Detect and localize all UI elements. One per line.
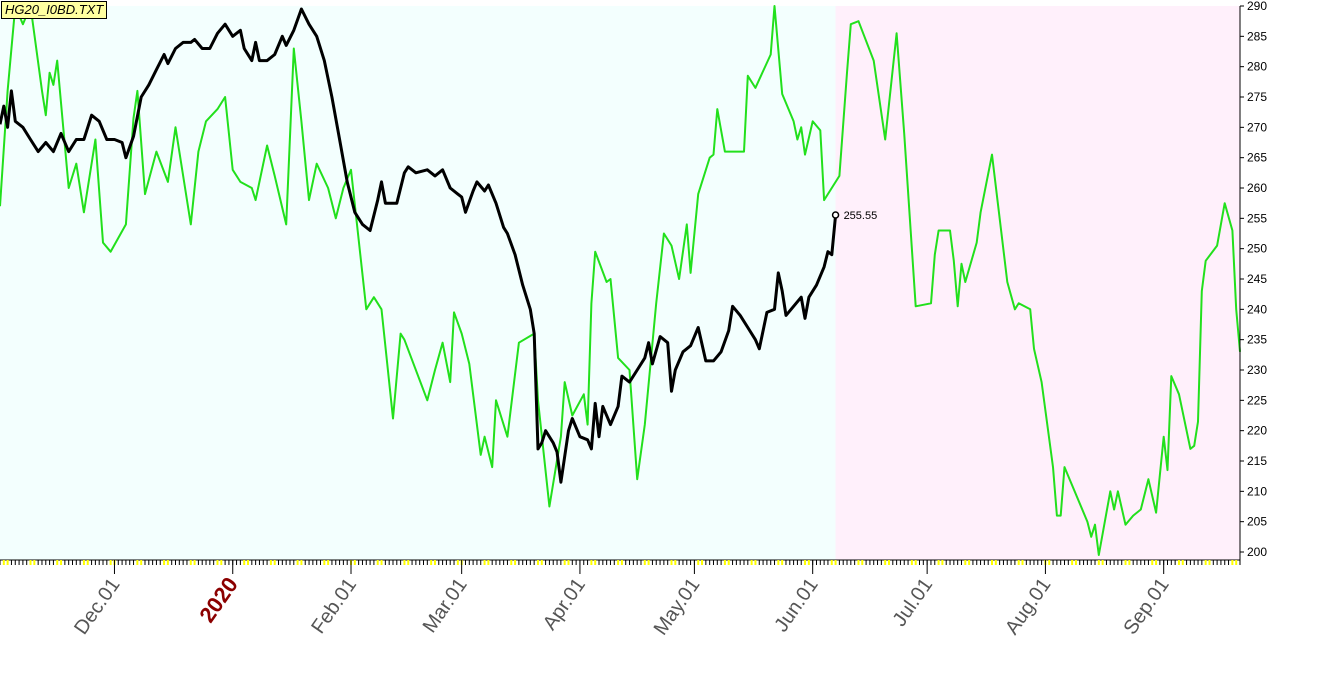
forecast-background [835, 6, 1240, 560]
month-label: Aug.01 [1001, 574, 1055, 639]
month-label: Dec.01 [70, 574, 124, 639]
month-label: May.01 [650, 574, 705, 639]
y-tick-label: 290 [1247, 0, 1267, 13]
y-tick-label: 245 [1247, 272, 1267, 286]
month-label: Jun.01 [770, 574, 822, 636]
y-tick-label: 240 [1247, 302, 1267, 316]
x-axis: Dec.01 2020 Feb.01 Mar.01 Apr.01 May.01 Jun.01… [0, 559, 1241, 639]
y-tick-label: 250 [1247, 242, 1267, 256]
month-label: Jul.01 [889, 574, 938, 630]
month-label: Feb.01 [307, 574, 361, 638]
y-tick-label: 200 [1247, 545, 1267, 559]
y-axis: 200 205 210 215 220 225 230 235 240 245 250 255 260 2… [1239, 0, 1267, 560]
y-tick-label: 255 [1247, 211, 1267, 225]
month-label: Apr.01 [539, 574, 590, 634]
y-tick-label: 215 [1247, 454, 1267, 468]
y-tick-label: 230 [1247, 363, 1267, 377]
y-tick-label: 225 [1247, 393, 1267, 407]
y-tick-label: 285 [1247, 29, 1267, 43]
chart-title: HG20_I0BD.TXT [1, 1, 108, 19]
y-tick-label: 235 [1247, 333, 1267, 347]
month-label: Sep.01 [1119, 574, 1173, 639]
y-tick-label: 220 [1247, 424, 1267, 438]
y-tick-label: 280 [1247, 60, 1267, 74]
forecast-line [0, 5, 1241, 556]
y-tick-label: 205 [1247, 515, 1267, 529]
y-tick-label: 275 [1247, 90, 1267, 104]
y-tick-label: 260 [1247, 181, 1267, 195]
series-layer: 255.55 [0, 5, 1241, 556]
year-label: 2020 [194, 573, 243, 627]
y-tick-label: 210 [1247, 484, 1267, 498]
last-value-marker [831, 211, 840, 219]
month-label: Mar.01 [419, 574, 472, 637]
history-background [0, 6, 836, 560]
last-value-label: 255.55 [844, 210, 878, 222]
y-tick-label: 265 [1247, 151, 1267, 165]
y-tick-label: 270 [1247, 120, 1267, 134]
price-line [0, 7, 838, 484]
